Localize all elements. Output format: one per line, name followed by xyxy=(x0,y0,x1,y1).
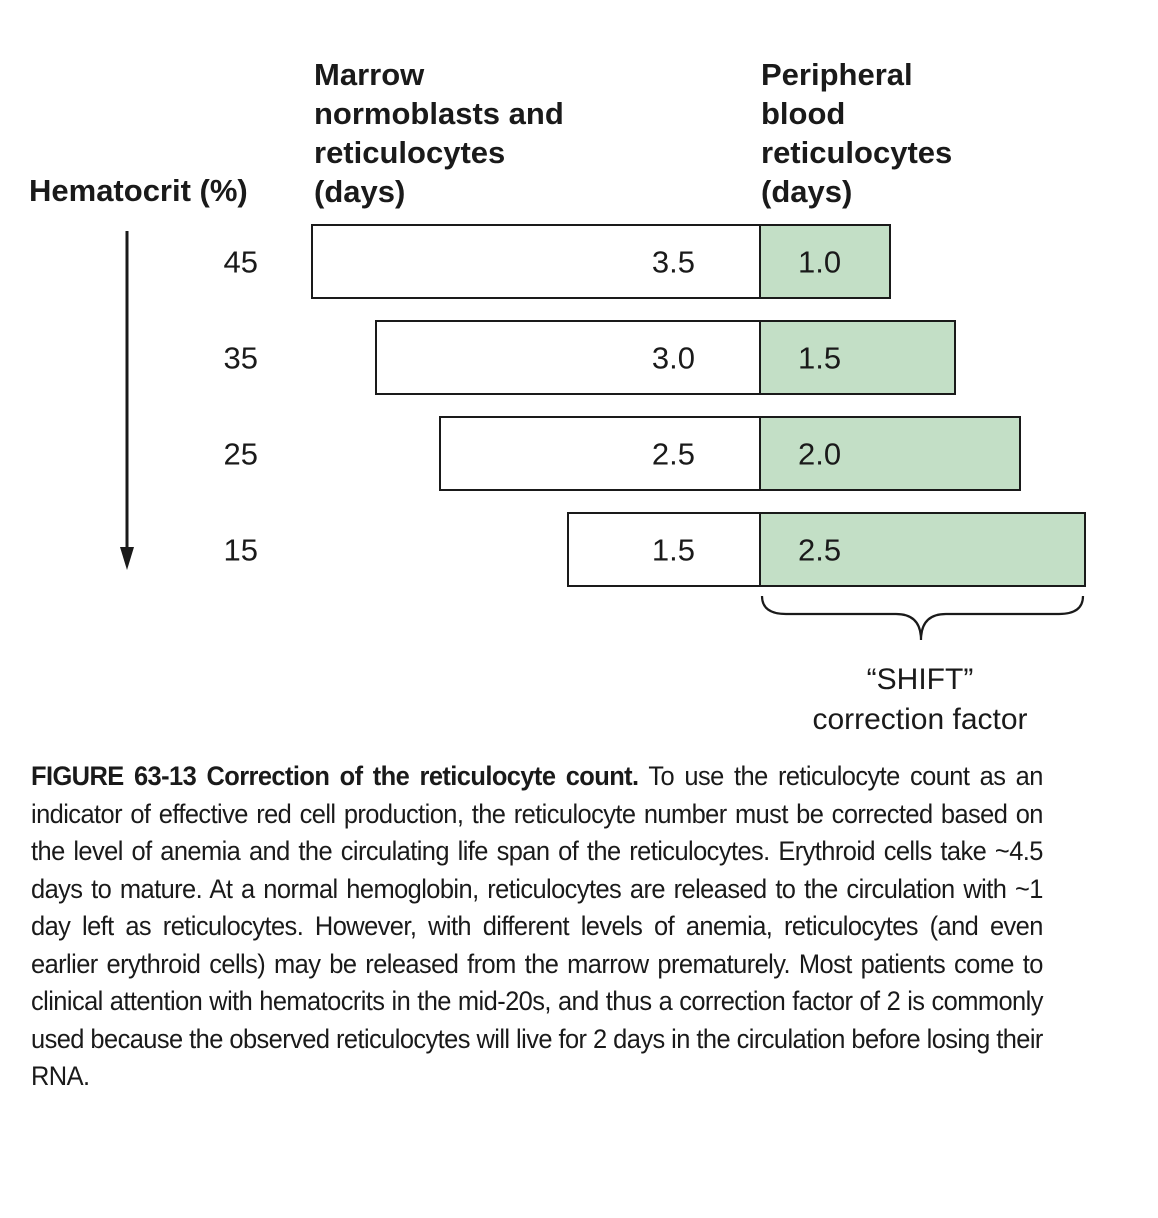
peripheral-days-label: 1.5 xyxy=(798,341,841,376)
figure-caption: FIGURE 63-13 Correction of the reticuloc… xyxy=(31,758,1043,1096)
peripheral-bar xyxy=(759,224,891,299)
marrow-header-line: Marrow xyxy=(314,57,425,92)
marrow-header-line: (days) xyxy=(314,174,406,209)
marrow-days-label: 1.5 xyxy=(652,533,695,568)
hematocrit-value: 25 xyxy=(224,437,258,472)
hematocrit-value: 35 xyxy=(224,341,258,376)
marrow-bar xyxy=(375,320,761,395)
peripheral-bar xyxy=(759,512,1086,587)
shift-brace xyxy=(760,595,1085,641)
peripheral-header-line: Peripheral xyxy=(761,57,913,92)
caption-lead: FIGURE 63-13 Correction of the reticuloc… xyxy=(31,761,639,791)
marrow-days-label: 2.5 xyxy=(652,437,695,472)
shift-label-line: correction factor xyxy=(812,703,1028,736)
bar-row: 15 1.5 2.5 xyxy=(224,512,1086,587)
marrow-days-label: 3.0 xyxy=(652,341,695,376)
peripheral-days-label: 2.0 xyxy=(798,437,841,472)
marrow-bar xyxy=(439,416,761,491)
peripheral-header: Peripheral blood reticulocytes (days) xyxy=(761,55,952,211)
bar-row: 25 2.5 2.0 xyxy=(224,416,1021,491)
marrow-header-line: reticulocytes xyxy=(314,135,506,170)
caption-body: To use the reticulocyte count as an indi… xyxy=(31,761,1043,1091)
hematocrit-header-text: Hematocrit (%) xyxy=(29,173,248,208)
hematocrit-value: 15 xyxy=(224,533,258,568)
marrow-bar xyxy=(311,224,761,299)
reticulocyte-maturation-diagram: 45 3.5 1.0 35 3.0 1.5 25 2.5 2.0 15 1.5 2.5 xyxy=(120,224,1086,641)
shift-correction-label: “SHIFT” correction factor xyxy=(760,660,1080,740)
marrow-header-line: normoblasts and xyxy=(314,96,564,131)
peripheral-header-line: reticulocytes xyxy=(761,135,953,170)
hematocrit-header: Hematocrit (%) xyxy=(29,171,248,210)
bar-rows: 45 3.5 1.0 35 3.0 1.5 25 2.5 2.0 15 1.5 2.5 xyxy=(224,224,1086,587)
peripheral-header-line: blood xyxy=(761,96,846,131)
peripheral-days-label: 2.5 xyxy=(798,533,841,568)
hematocrit-value: 45 xyxy=(224,245,258,280)
marrow-bar xyxy=(567,512,761,587)
marrow-days-label: 3.5 xyxy=(652,245,695,280)
peripheral-header-line: (days) xyxy=(761,174,853,209)
bar-row: 35 3.0 1.5 xyxy=(224,320,956,395)
peripheral-bar xyxy=(759,320,956,395)
bar-row: 45 3.5 1.0 xyxy=(224,224,891,299)
marrow-header: Marrow normoblasts and reticulocytes (da… xyxy=(314,55,564,211)
decreasing-hematocrit-arrow xyxy=(120,231,134,570)
peripheral-bar xyxy=(759,416,1021,491)
shift-label-line: “SHIFT” xyxy=(866,663,974,696)
peripheral-days-label: 1.0 xyxy=(798,245,841,280)
